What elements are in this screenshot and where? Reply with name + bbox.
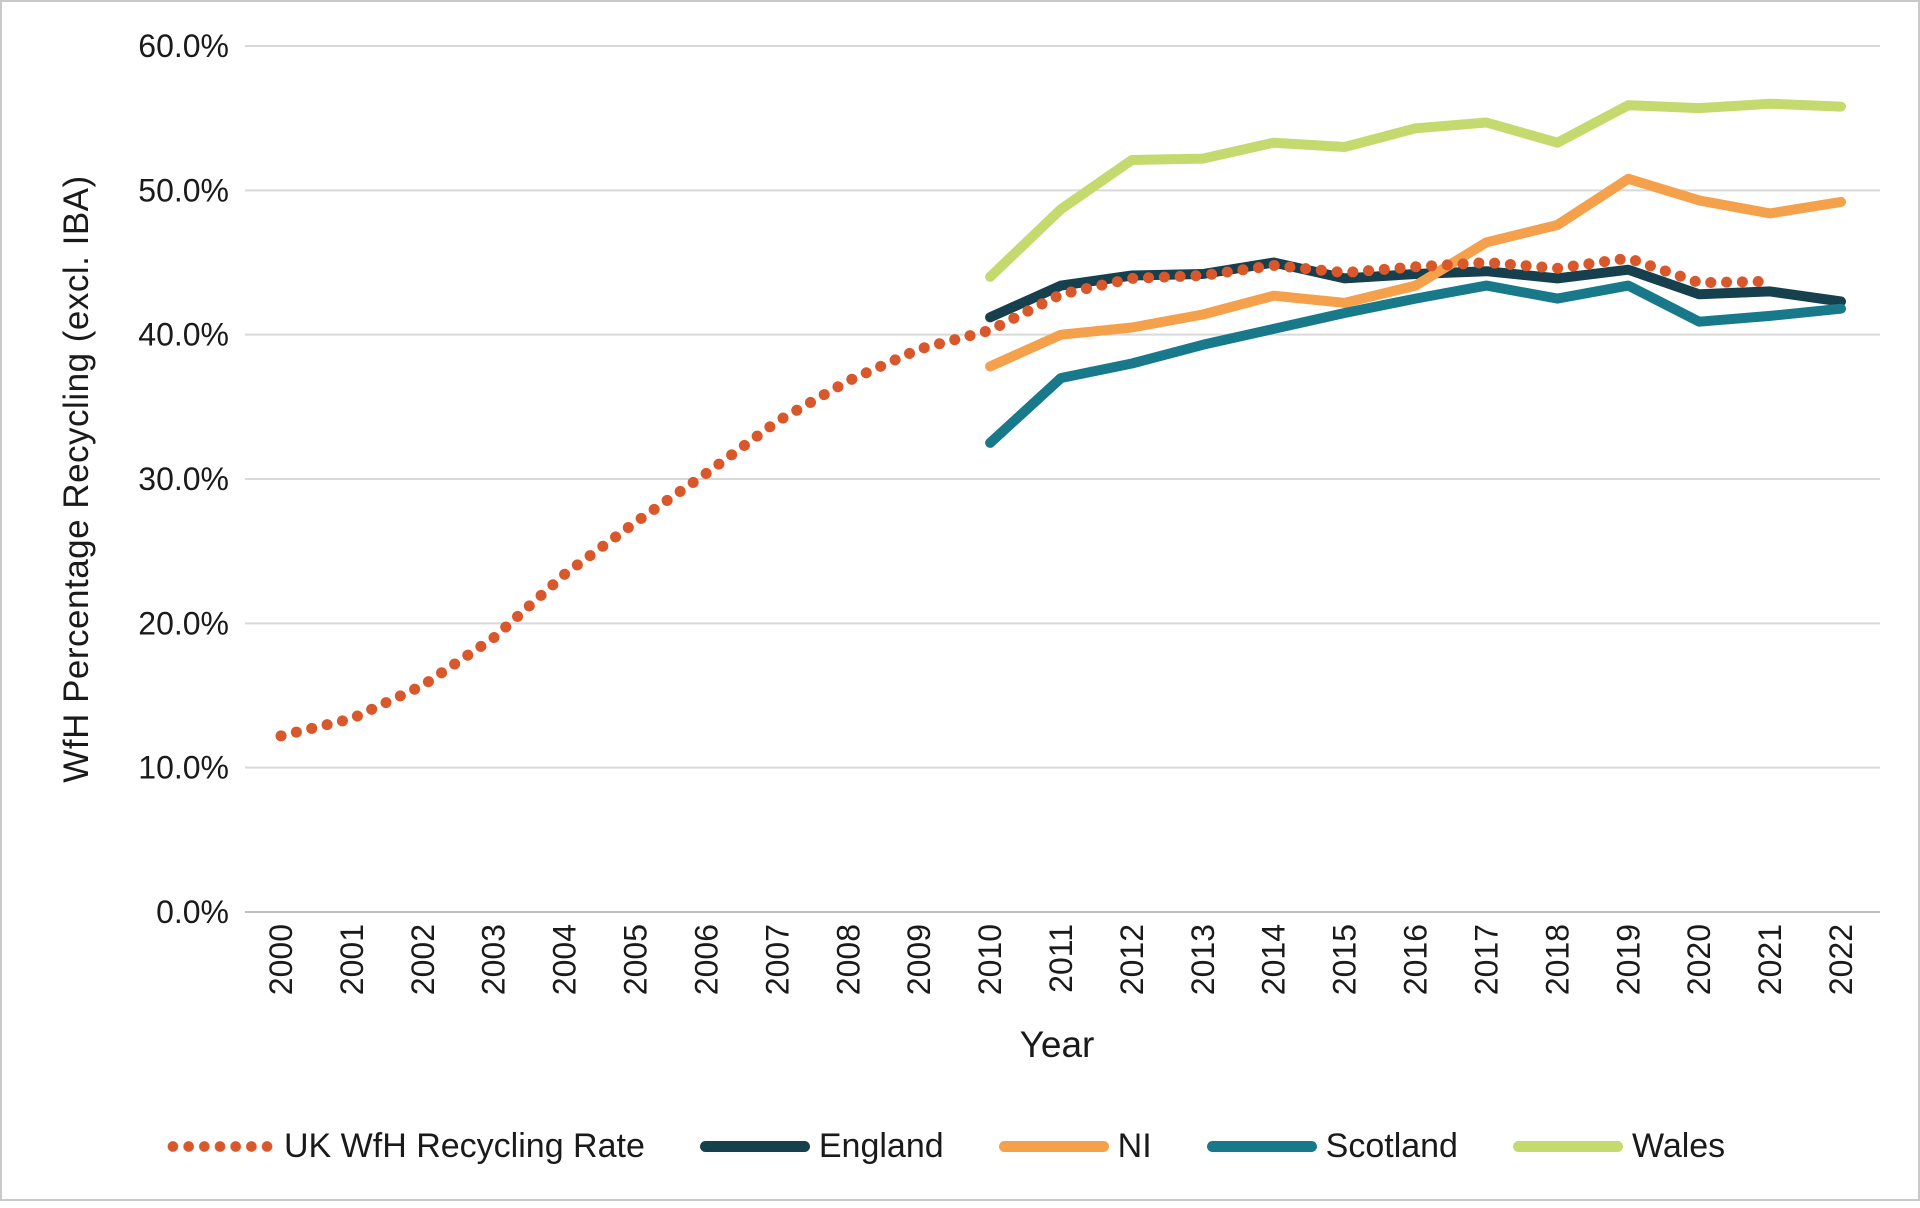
legend-item-uk-wfh-recycling-rate: UK WfH Recycling Rate <box>165 1127 645 1166</box>
uk-wfh-recycling-rate-dotted-line-icon <box>165 1140 275 1152</box>
x-tick-label-2019: 2019 <box>1610 924 1646 995</box>
y-tick-label-10.0%: 10.0% <box>138 750 229 786</box>
x-tick-label-2004: 2004 <box>547 924 583 995</box>
series-line-ni <box>985 173 1846 372</box>
x-tick-label-2016: 2016 <box>1398 924 1434 995</box>
x-tick-label-2020: 2020 <box>1681 924 1717 995</box>
x-tick-label-2015: 2015 <box>1327 924 1363 995</box>
y-tick-label-60.0%: 60.0% <box>138 28 229 64</box>
legend-item-scotland: Scotland <box>1206 1126 1458 1166</box>
y-tick-label-30.0%: 30.0% <box>138 461 229 497</box>
x-tick-label-2014: 2014 <box>1256 924 1292 995</box>
legend-label: NI <box>1117 1126 1152 1165</box>
x-tick-label-2002: 2002 <box>405 924 441 995</box>
x-tick-label-2018: 2018 <box>1539 924 1575 995</box>
series-line-wales <box>985 98 1846 282</box>
y-tick-label-0.0%: 0.0% <box>156 894 229 930</box>
x-tick-label-2022: 2022 <box>1823 924 1859 995</box>
scotland-line-icon <box>1206 1140 1317 1152</box>
x-tick-label-2013: 2013 <box>1185 924 1221 995</box>
x-tick-label-2012: 2012 <box>1114 924 1150 995</box>
series-line-uk-wfh-recycling-rate <box>275 252 1776 742</box>
x-tick-label-2010: 2010 <box>972 924 1008 995</box>
x-tick-label-2008: 2008 <box>830 924 866 995</box>
x-tick-label-2006: 2006 <box>688 924 724 995</box>
y-tick-label-50.0%: 50.0% <box>138 172 229 208</box>
legend-item-ni: NI <box>998 1126 1152 1166</box>
legend-label: Scotland <box>1325 1126 1458 1165</box>
legend-item-wales: Wales <box>1512 1126 1726 1166</box>
y-tick-label-40.0%: 40.0% <box>138 317 229 353</box>
x-tick-label-2021: 2021 <box>1752 924 1788 995</box>
legend-label: Wales <box>1631 1126 1726 1165</box>
legend-item-england: England <box>699 1126 944 1166</box>
england-line-icon <box>699 1140 810 1152</box>
x-axis-title: Year <box>1019 1024 1095 1065</box>
x-tick-label-2009: 2009 <box>901 924 937 995</box>
legend-label: England <box>818 1126 944 1165</box>
x-tick-label-2011: 2011 <box>1043 924 1079 993</box>
legend: UK WfH Recycling Rate England NI Scotlan… <box>165 1124 1725 1168</box>
x-tick-label-2000: 2000 <box>263 924 299 995</box>
wales-line-icon <box>1512 1140 1623 1152</box>
ni-line-icon <box>998 1140 1109 1152</box>
y-tick-label-20.0%: 20.0% <box>138 605 229 641</box>
x-tick-label-2003: 2003 <box>476 924 512 995</box>
y-axis-title: WfH Percentage Recycling (excl. IBA) <box>57 175 96 783</box>
x-tick-label-2007: 2007 <box>759 924 795 995</box>
x-tick-label-2005: 2005 <box>618 924 654 995</box>
x-tick-label-2017: 2017 <box>1468 924 1504 995</box>
legend-label: UK WfH Recycling Rate <box>284 1126 645 1165</box>
series-line-scotland <box>985 280 1846 448</box>
x-tick-label-2001: 2001 <box>334 924 370 995</box>
